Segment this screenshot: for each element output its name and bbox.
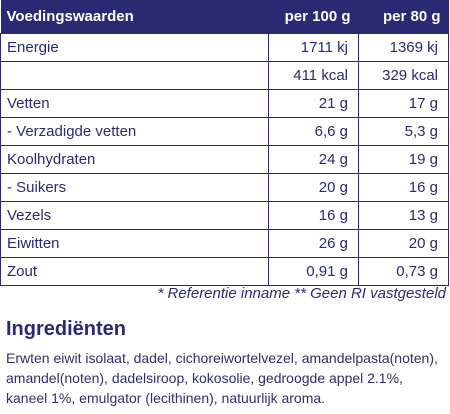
value-per-80g: 329 kcal	[358, 61, 449, 90]
ingredients-title: Ingrediënten	[6, 318, 127, 340]
value-per-100g: 6,6 g	[268, 117, 359, 146]
row-label	[0, 61, 269, 90]
table-header-row: Voedingswaarden per 100 g per 80 g	[0, 0, 449, 34]
table-row: - Verzadigde vetten 6,6 g 5,3 g	[0, 117, 449, 146]
row-label: - Suikers	[0, 173, 269, 202]
value-per-100g: 411 kcal	[268, 61, 359, 90]
header-label: Voedingswaarden	[0, 0, 269, 34]
row-label: Vetten	[0, 89, 269, 118]
value-per-80g: 0,73 g	[358, 257, 449, 286]
value-per-100g: 21 g	[268, 89, 359, 118]
table-row: Eiwitten 26 g 20 g	[0, 229, 449, 258]
table-row: Vetten 21 g 17 g	[0, 89, 449, 118]
value-per-100g: 0,91 g	[268, 257, 359, 286]
value-per-80g: 5,3 g	[358, 117, 449, 146]
value-per-100g: 20 g	[268, 173, 359, 202]
value-per-80g: 20 g	[358, 229, 449, 258]
header-per-80g: per 80 g	[358, 0, 449, 34]
value-per-100g: 24 g	[268, 145, 359, 174]
nutrition-table: Voedingswaarden per 100 g per 80 g Energ…	[0, 0, 449, 286]
row-label: Zout	[0, 257, 269, 286]
ingredients-text: Erwten eiwit isolaat, dadel, cichoreiwor…	[6, 350, 438, 406]
row-label: Koolhydraten	[0, 145, 269, 174]
table-row: Zout 0,91 g 0,73 g	[0, 257, 449, 286]
value-per-80g: 13 g	[358, 201, 449, 230]
row-label: - Verzadigde vetten	[0, 117, 269, 146]
value-per-80g: 1369 kj	[358, 33, 449, 62]
row-label: Vezels	[0, 201, 269, 230]
value-per-80g: 16 g	[358, 173, 449, 202]
table-row: Energie 1711 kj 1369 kj	[0, 33, 449, 62]
table-row: 411 kcal 329 kcal	[0, 61, 449, 90]
table-row: - Suikers 20 g 16 g	[0, 173, 449, 202]
value-per-80g: 19 g	[358, 145, 449, 174]
row-label: Eiwitten	[0, 229, 269, 258]
value-per-100g: 1711 kj	[268, 33, 359, 62]
header-per-100g: per 100 g	[268, 0, 359, 34]
value-per-80g: 17 g	[358, 89, 449, 118]
value-per-100g: 16 g	[268, 201, 359, 230]
row-label: Energie	[0, 33, 269, 62]
value-per-100g: 26 g	[268, 229, 359, 258]
table-row: Koolhydraten 24 g 19 g	[0, 145, 449, 174]
footnotes: * Referentie inname ** Geen RI vastgeste…	[157, 285, 447, 302]
table-row: Vezels 16 g 13 g	[0, 201, 449, 230]
